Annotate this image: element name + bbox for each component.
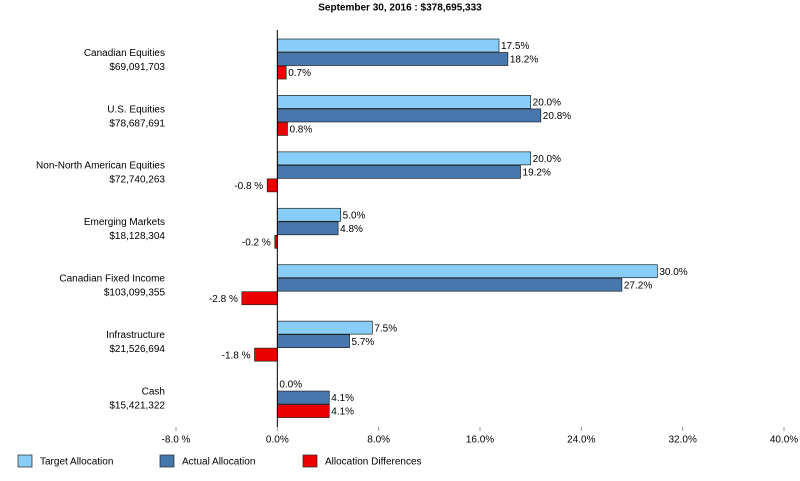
value-label: 20.0% xyxy=(533,98,561,109)
x-tick-label: 32.0% xyxy=(668,435,696,446)
legend-swatch xyxy=(302,454,318,468)
bar xyxy=(241,291,278,306)
value-label: 17.5% xyxy=(501,41,529,52)
x-tick-label: 40.0% xyxy=(770,435,798,446)
value-label: 7.5% xyxy=(374,323,397,334)
legend-label: Allocation Differences xyxy=(325,457,422,468)
bar xyxy=(276,277,623,292)
value-label: 20.0% xyxy=(533,154,561,165)
category-label: Emerging Markets xyxy=(84,217,165,228)
value-label: 4.1% xyxy=(331,407,354,418)
category-label: Infrastructure xyxy=(106,330,165,341)
value-label: 0.7% xyxy=(288,68,311,79)
category-amount: $69,091,703 xyxy=(109,62,165,73)
bar xyxy=(276,207,342,222)
value-label: -0.2 % xyxy=(242,237,271,248)
category-amount: $18,128,304 xyxy=(109,231,165,242)
bar xyxy=(276,52,509,66)
bar xyxy=(276,108,542,123)
value-label: 30.0% xyxy=(659,267,687,278)
bar xyxy=(276,65,287,80)
category-amount: $15,421,322 xyxy=(109,400,165,411)
value-label: 0.8% xyxy=(289,125,312,136)
category-label: Canadian Equities xyxy=(84,48,165,59)
category-label: Canadian Fixed Income xyxy=(59,274,165,285)
value-label: 27.2% xyxy=(624,280,652,291)
bar xyxy=(276,320,373,335)
legend-swatch xyxy=(17,454,33,468)
value-label: 4.8% xyxy=(340,224,363,235)
bar xyxy=(276,390,330,405)
bar xyxy=(276,404,330,418)
category-amount: $21,526,694 xyxy=(109,344,165,355)
legend-label: Target Allocation xyxy=(40,457,113,468)
x-tick-label: -8.0 % xyxy=(162,435,191,446)
bar xyxy=(276,122,288,136)
legend-swatch xyxy=(159,454,175,468)
category-label: U.S. Equities xyxy=(107,104,165,115)
chart-title: September 30, 2016 : $378,695,333 xyxy=(318,3,482,14)
bar xyxy=(276,151,532,166)
value-label: 5.7% xyxy=(352,337,375,348)
legend-label: Actual Allocation xyxy=(182,457,255,468)
category-label: Cash xyxy=(142,386,165,397)
bar xyxy=(276,38,500,53)
value-label: 18.2% xyxy=(510,55,538,66)
category-amount: $103,099,355 xyxy=(104,288,166,299)
value-label: 19.2% xyxy=(523,167,551,178)
bar xyxy=(276,95,532,109)
value-label: 0.0% xyxy=(279,380,302,391)
x-tick-label: 8.0% xyxy=(367,435,390,446)
x-tick-label: 16.0% xyxy=(466,435,494,446)
bar xyxy=(266,178,278,193)
bar xyxy=(276,264,658,279)
value-label: 5.0% xyxy=(343,210,366,221)
value-label: 4.1% xyxy=(331,393,354,404)
value-label: -2.8 % xyxy=(209,294,238,305)
bar xyxy=(276,221,339,236)
value-label: 20.8% xyxy=(543,111,571,122)
category-label: Non-North American Equities xyxy=(36,161,165,172)
bar xyxy=(276,334,350,348)
value-label: -0.8 % xyxy=(234,181,263,192)
x-tick-label: 0.0% xyxy=(266,435,289,446)
bar xyxy=(254,347,278,362)
value-label: -1.8 % xyxy=(222,350,251,361)
x-tick-label: 24.0% xyxy=(567,435,595,446)
category-amount: $78,687,691 xyxy=(109,118,165,129)
category-amount: $72,740,263 xyxy=(109,175,165,186)
bar xyxy=(276,165,521,179)
